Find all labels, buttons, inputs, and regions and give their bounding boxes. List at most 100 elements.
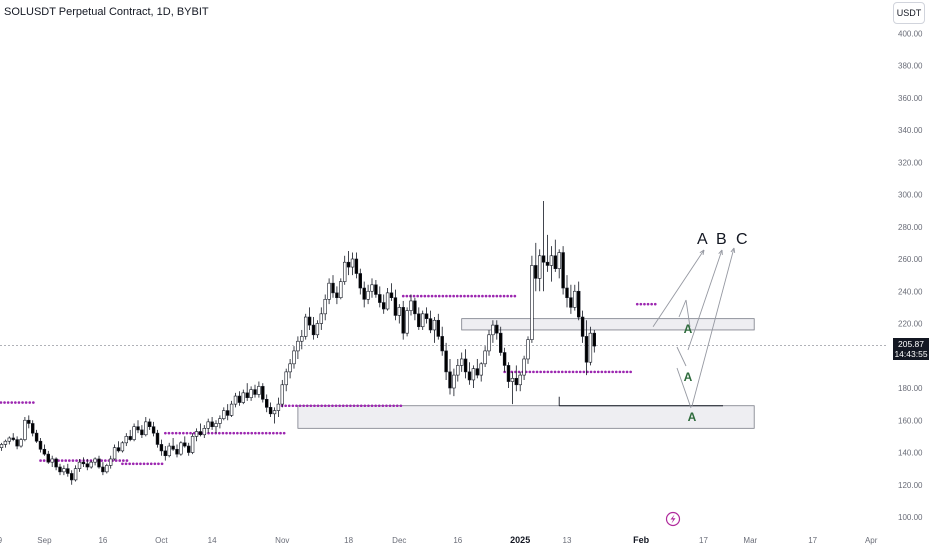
candle-body (459, 358, 464, 366)
candle-body (580, 316, 585, 337)
candle-body (389, 292, 394, 298)
candle-body (151, 426, 156, 434)
x-tick-label: Dec (392, 536, 406, 545)
candle-body (245, 392, 249, 398)
candle-body (237, 395, 242, 403)
candle-body (34, 432, 39, 442)
candle-body (561, 252, 565, 289)
candle-body (140, 429, 144, 436)
candle-body (362, 287, 366, 300)
candle-body (350, 258, 355, 268)
x-tick-label: 19 (0, 536, 3, 545)
candle-body (303, 316, 308, 337)
x-tick-label: 14 (208, 536, 217, 545)
x-tick-label: Nov (275, 536, 289, 545)
y-tick-label: 140.00 (898, 449, 923, 458)
projection-label: A (697, 231, 708, 248)
candle-body (319, 313, 323, 324)
candle-body (81, 461, 86, 465)
candle-body (214, 423, 218, 428)
candle-body (222, 410, 226, 419)
candle-body (385, 292, 390, 310)
projection-label: C (736, 231, 748, 248)
y-tick-label: 400.00 (898, 29, 923, 38)
candle-body (144, 421, 148, 436)
candle-body (545, 261, 550, 266)
candle-body (190, 436, 195, 453)
x-tick-label: 18 (344, 536, 353, 545)
candle-body (342, 261, 347, 282)
candle-body (541, 255, 546, 263)
candle-body (120, 442, 125, 452)
candle-body (565, 287, 569, 298)
candle-body (58, 466, 62, 473)
y-axis[interactable]: 100.00120.00140.00160.00180.00200.00220.… (898, 29, 923, 522)
candle-body (194, 431, 199, 437)
projection-arrow-c-head (730, 247, 736, 254)
candle-body (19, 439, 23, 447)
candle-body (537, 255, 542, 279)
candle-body (475, 368, 479, 376)
zones-layer (297, 318, 755, 429)
candle-body (557, 252, 561, 269)
wave-marker: A (688, 410, 697, 424)
x-tick-label: Sep (37, 536, 52, 545)
last-price-badge: 205.87 14:43:55 (893, 338, 929, 360)
candle-body (397, 307, 401, 316)
candle-body (393, 297, 398, 316)
candle-body (27, 419, 31, 424)
candle-body (584, 336, 589, 363)
bar-countdown: 14:43:55 (894, 349, 928, 359)
wave-leg (678, 299, 687, 318)
y-tick-label: 100.00 (898, 513, 923, 522)
candle-body (42, 448, 47, 455)
candle-body (132, 426, 136, 440)
candle-body (62, 468, 66, 473)
lightning-icon[interactable] (665, 511, 681, 527)
candle-body (268, 407, 273, 415)
x-tick-label: 17 (808, 536, 817, 545)
candle-body (522, 358, 526, 376)
candle-body (7, 437, 12, 442)
candle-body (128, 436, 132, 440)
chart-title: SOLUSDT Perpetual Contract, 1D, BYBIT (4, 6, 209, 18)
projection-arrow-a-head (699, 249, 705, 255)
candle-body (444, 350, 448, 373)
candle-body (284, 371, 288, 386)
candle-body (93, 458, 97, 463)
y-tick-label: 380.00 (898, 62, 923, 71)
candle-body (77, 461, 82, 469)
candle-body (15, 439, 19, 447)
wave-leg (676, 367, 692, 409)
candle-body (530, 265, 534, 340)
candle-body (112, 447, 117, 460)
candle-body (206, 421, 210, 429)
candle-body (487, 334, 491, 352)
x-tick-label: Apr (865, 536, 878, 545)
candle-body (420, 313, 425, 328)
x-tick-label: Oct (155, 536, 168, 545)
candle-body (272, 410, 277, 415)
candle-body (456, 365, 460, 376)
candle-body (89, 461, 93, 468)
x-axis[interactable]: 19 Sep 16 Oct 14 Nov 18 Dec 16 2025 13 Feb 17 Mar 17 Ap… (0, 535, 878, 545)
candle-body (358, 273, 362, 289)
candle-body (366, 290, 370, 300)
currency-button[interactable]: USDT (893, 2, 925, 24)
candle-body (354, 258, 359, 274)
candle-body (210, 421, 214, 427)
candle-body (54, 458, 58, 468)
candle-body (38, 440, 43, 450)
candle-body (432, 319, 437, 331)
candle-body (495, 324, 499, 334)
candle-body (300, 336, 304, 342)
candle-body (573, 290, 577, 308)
candle-body (85, 463, 90, 468)
candle-body (124, 436, 129, 444)
candle-body (155, 432, 160, 445)
x-tick-label: Feb (633, 535, 650, 545)
candle-body (3, 440, 8, 445)
candle-body (491, 324, 495, 336)
candle-body (436, 319, 440, 337)
